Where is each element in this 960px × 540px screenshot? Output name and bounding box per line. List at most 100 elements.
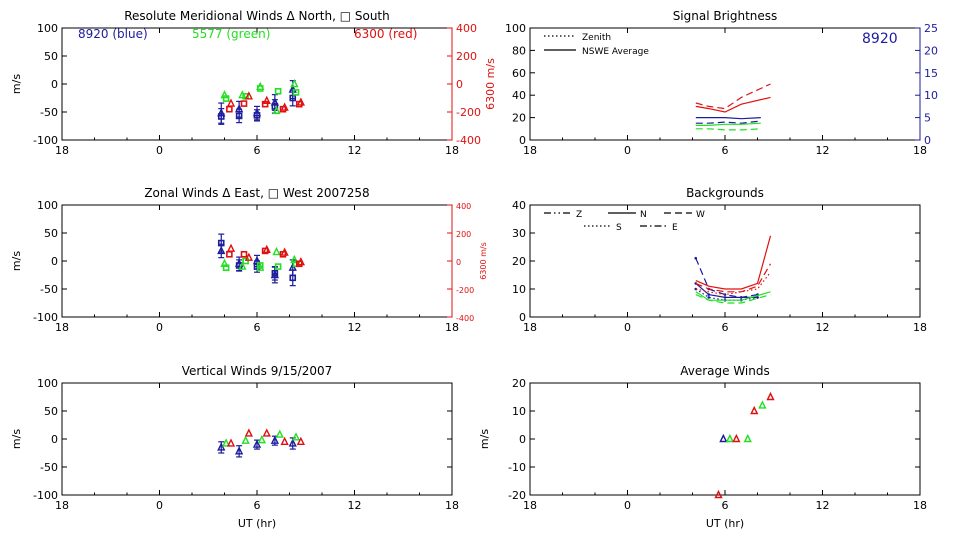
data-point-triangle — [252, 439, 262, 448]
x-tick-label: 18 — [913, 144, 927, 157]
data-point-triangle — [743, 433, 752, 443]
x-tick-label: 0 — [156, 499, 163, 512]
series-line — [695, 120, 761, 124]
data-point-square — [242, 257, 249, 265]
legend-label: Zenith — [582, 33, 611, 43]
series-line — [695, 116, 761, 120]
y-tick-label: 50 — [44, 50, 58, 63]
y-tick-label: 50 — [44, 227, 58, 240]
y-tick-label: 100 — [37, 22, 58, 35]
x-tick-label: 18 — [445, 321, 459, 334]
data-point-triangle — [725, 433, 735, 443]
y-tick-label: 20 — [512, 112, 526, 125]
right-y-tick-label: 10 — [924, 89, 938, 102]
data-point-triangle — [217, 442, 226, 451]
right-y-tick-label: -400 — [456, 134, 481, 147]
y-tick-label: 20 — [512, 255, 526, 268]
y-tick-label: 10 — [512, 283, 526, 296]
data-point-square — [226, 105, 233, 113]
data-point-triangle — [244, 252, 254, 261]
data-point-triangle — [244, 91, 254, 100]
detector-label: 8920 — [862, 31, 898, 47]
right-y-tick-label: -200 — [456, 286, 474, 295]
x-tick-label: 6 — [254, 321, 261, 334]
series-point — [694, 256, 698, 260]
data-point-triangle — [272, 105, 281, 115]
right-y-tick-label: 0 — [456, 78, 463, 91]
y-axis-label: m/s — [10, 429, 23, 449]
right-axis-label: 6300 m/s — [484, 58, 497, 110]
right-y-tick-label: 25 — [924, 22, 938, 35]
data-point-triangle — [275, 429, 284, 438]
y-tick-label: -100 — [33, 311, 58, 324]
data-point-square — [279, 105, 287, 113]
panel-zonal: Zonal Winds Δ East, □ West 2007258 18 0 6 12… — [10, 186, 488, 334]
data-point-triangle — [234, 446, 244, 455]
legend-label: NSWE Average — [582, 47, 649, 57]
y-tick-label: 50 — [44, 405, 58, 418]
data-point-square — [261, 100, 269, 108]
y-tick-label: 0 — [51, 255, 58, 268]
right-y-tick-label: 400 — [456, 22, 477, 35]
data-point-square — [274, 263, 282, 270]
legend-label: Z — [576, 210, 582, 220]
x-tick-label: 18 — [913, 321, 927, 334]
color-key-label: 8920 (blue) — [78, 27, 148, 41]
y-tick-label: 20 — [512, 377, 526, 390]
series-line — [695, 128, 761, 131]
series-point — [739, 296, 743, 299]
legend-label: E — [672, 223, 678, 233]
y-tick-label: -50 — [40, 283, 58, 296]
right-y-tick-label: 15 — [924, 67, 938, 80]
data-point-triangle — [719, 433, 728, 443]
y-tick-label: 0 — [519, 311, 526, 324]
series-line — [695, 291, 771, 301]
series-point — [707, 293, 711, 296]
chart-title: Average Winds — [680, 364, 770, 378]
data-point-triangle — [226, 438, 236, 447]
x-tick-label: 18 — [55, 499, 69, 512]
x-tick-label: 18 — [523, 499, 537, 512]
series-line — [695, 235, 772, 290]
data-point-square — [222, 95, 230, 102]
x-tick-label: 0 — [624, 321, 631, 334]
data-point-square — [256, 85, 264, 92]
x-tick-label: 18 — [55, 321, 69, 334]
y-tick-label: 100 — [37, 199, 58, 212]
x-tick-label: 6 — [254, 144, 261, 157]
right-y-tick-label: 400 — [456, 202, 471, 211]
data-point-triangle — [220, 90, 229, 99]
data-point-triangle — [766, 391, 775, 401]
data-point-triangle — [241, 435, 250, 444]
y-tick-label: 0 — [51, 78, 58, 91]
x-tick-label: 12 — [348, 321, 362, 334]
y-tick-label: -20 — [508, 489, 526, 502]
data-point-triangle — [238, 261, 247, 270]
y-tick-label: 80 — [512, 44, 526, 57]
x-tick-label: 0 — [156, 144, 163, 157]
x-tick-label: 18 — [445, 499, 459, 512]
y-tick-label: 30 — [512, 227, 526, 240]
panel-vertical: Vertical Winds 9/15/2007 18 0 6 12 18 UT (hr) 1… — [10, 364, 459, 530]
x-tick-label: 6 — [722, 144, 729, 157]
series-point — [723, 296, 727, 299]
data-point-square — [217, 113, 225, 120]
color-key-label: 6300 (red) — [354, 27, 417, 41]
y-tick-label: 0 — [519, 134, 526, 147]
data-point-triangle — [280, 436, 289, 445]
legend-label: N — [640, 210, 647, 220]
y-tick-label: 40 — [512, 89, 526, 102]
data-point-triangle — [257, 435, 267, 444]
data-point-square — [240, 250, 248, 258]
y-tick-label: -50 — [40, 461, 58, 474]
data-point-triangle — [296, 436, 306, 445]
y-tick-label: -100 — [33, 134, 58, 147]
y-tick-label: -100 — [33, 489, 58, 502]
series-point — [707, 296, 711, 299]
right-y-tick-label: -200 — [456, 106, 481, 119]
plot-frame — [61, 382, 453, 496]
data-point-triangle — [270, 435, 280, 444]
x-axis-label: UT (hr) — [706, 517, 744, 530]
